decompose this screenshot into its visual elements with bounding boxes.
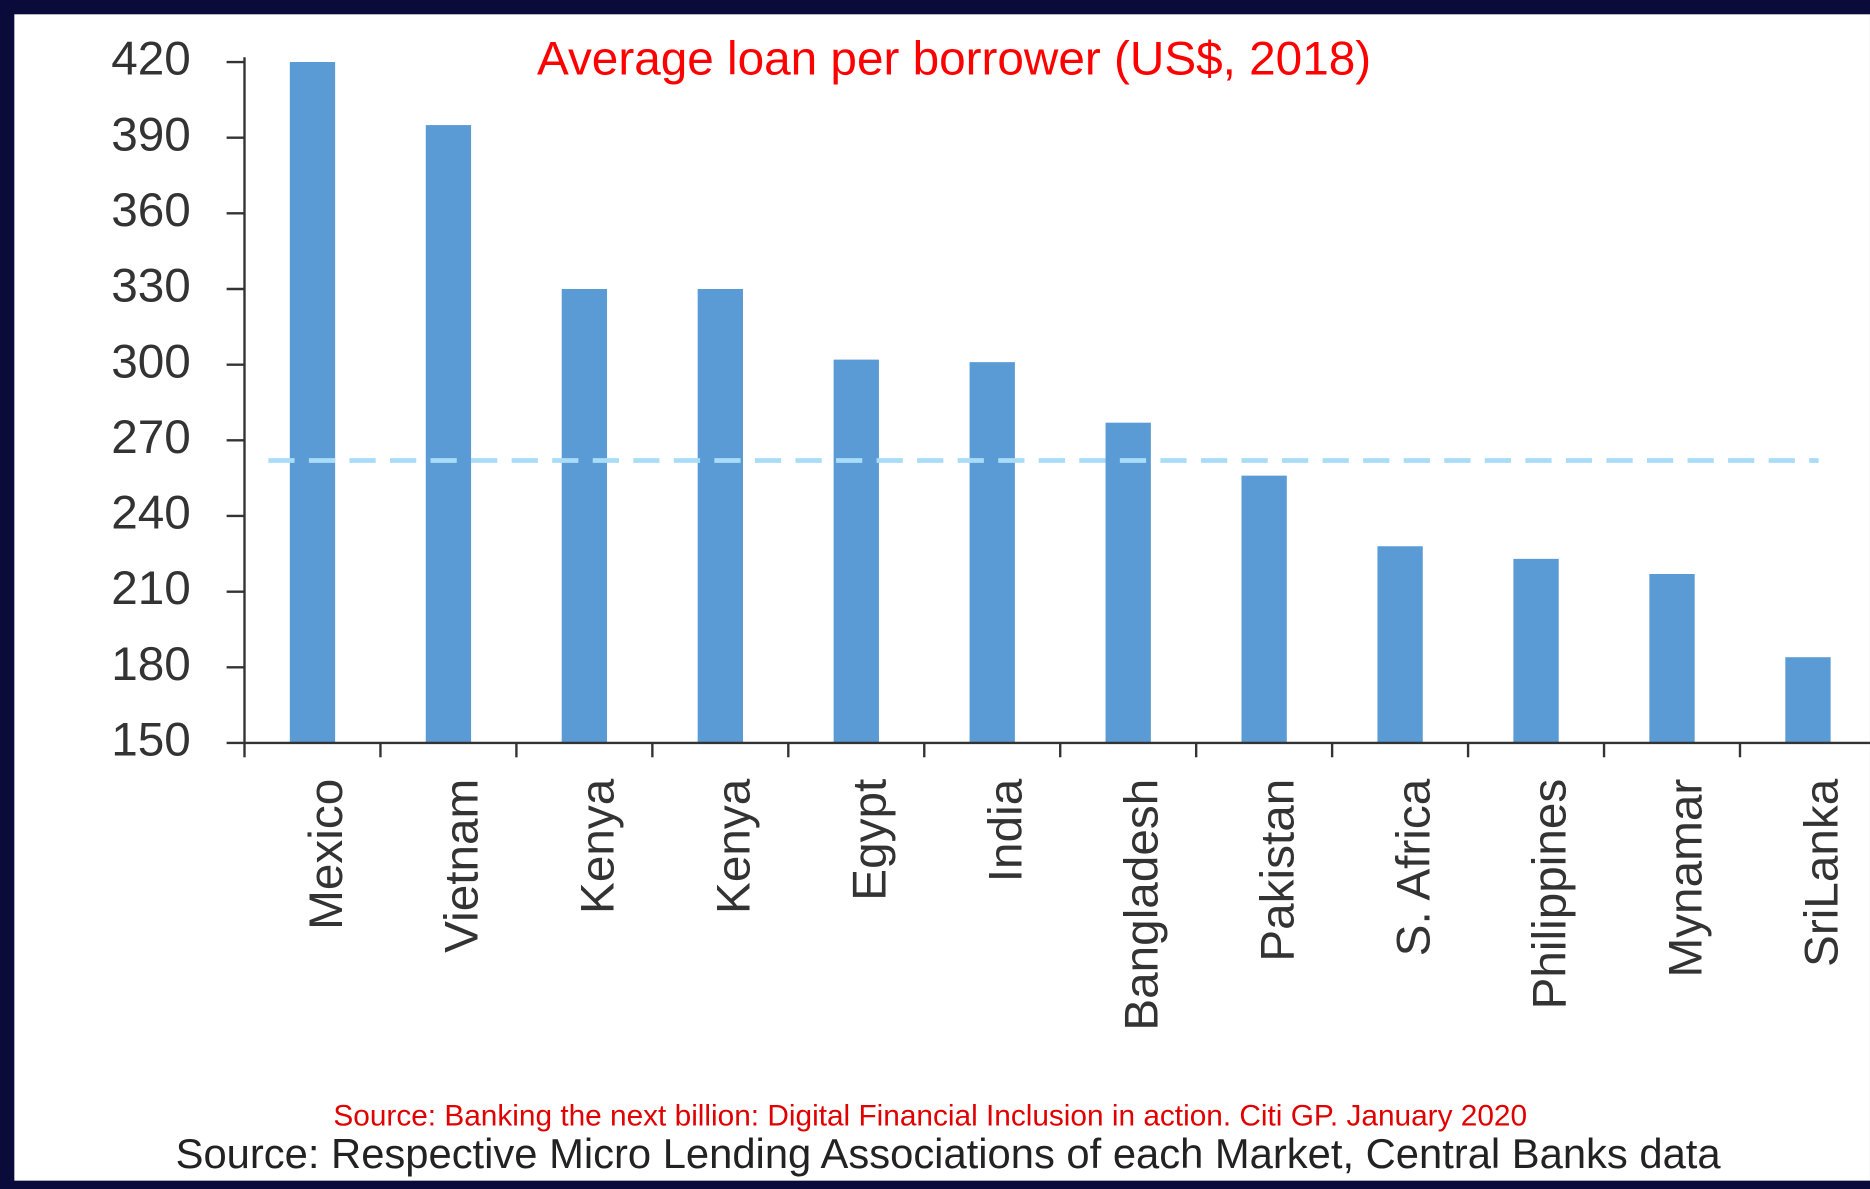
source-note: Source: Banking the next billion: Digita… — [333, 1099, 1527, 1132]
y-tick-label: 390 — [111, 108, 191, 161]
x-tick-label: Vietnam — [436, 779, 489, 953]
bar — [1513, 558, 1559, 743]
x-tick-label: Kenya — [708, 778, 761, 914]
x-tick-label: SriLanka — [1795, 778, 1848, 967]
bar — [969, 362, 1015, 743]
x-tick-label: Bangladesh — [1115, 779, 1168, 1031]
x-tick-label: Pakistan — [1251, 779, 1304, 962]
bar — [1241, 475, 1287, 743]
y-tick-label: 360 — [111, 184, 191, 237]
y-tick-label: 420 — [111, 33, 191, 86]
y-tick-label: 210 — [111, 562, 191, 615]
bar — [561, 289, 608, 743]
y-tick-label: 270 — [111, 411, 191, 464]
x-tick-label: India — [980, 778, 1033, 882]
x-tick-label: Philippines — [1523, 779, 1576, 1010]
y-tick-label: 180 — [111, 638, 191, 691]
x-tick-label: Mexico — [300, 779, 353, 930]
y-tick-label: 300 — [111, 335, 191, 388]
bar — [1649, 573, 1695, 743]
bar — [289, 62, 336, 743]
bar — [1377, 546, 1423, 743]
x-tick-label: Egypt — [844, 779, 897, 901]
bar — [833, 359, 879, 743]
bar — [425, 125, 472, 743]
chart-title: Average loan per borrower (US$, 2018) — [537, 33, 1371, 86]
bar — [697, 289, 743, 743]
y-tick-label: 240 — [111, 487, 191, 540]
x-tick-label: Kenya — [572, 778, 625, 914]
y-tick-label: 330 — [111, 260, 191, 313]
bar — [1785, 657, 1831, 743]
x-tick-label: Mynamar — [1659, 779, 1712, 978]
bar — [1105, 422, 1151, 743]
x-tick-label: S. Africa — [1387, 778, 1440, 956]
y-tick-label: 150 — [111, 714, 191, 767]
source: Source: Respective Micro Lending Associa… — [176, 1130, 1722, 1177]
